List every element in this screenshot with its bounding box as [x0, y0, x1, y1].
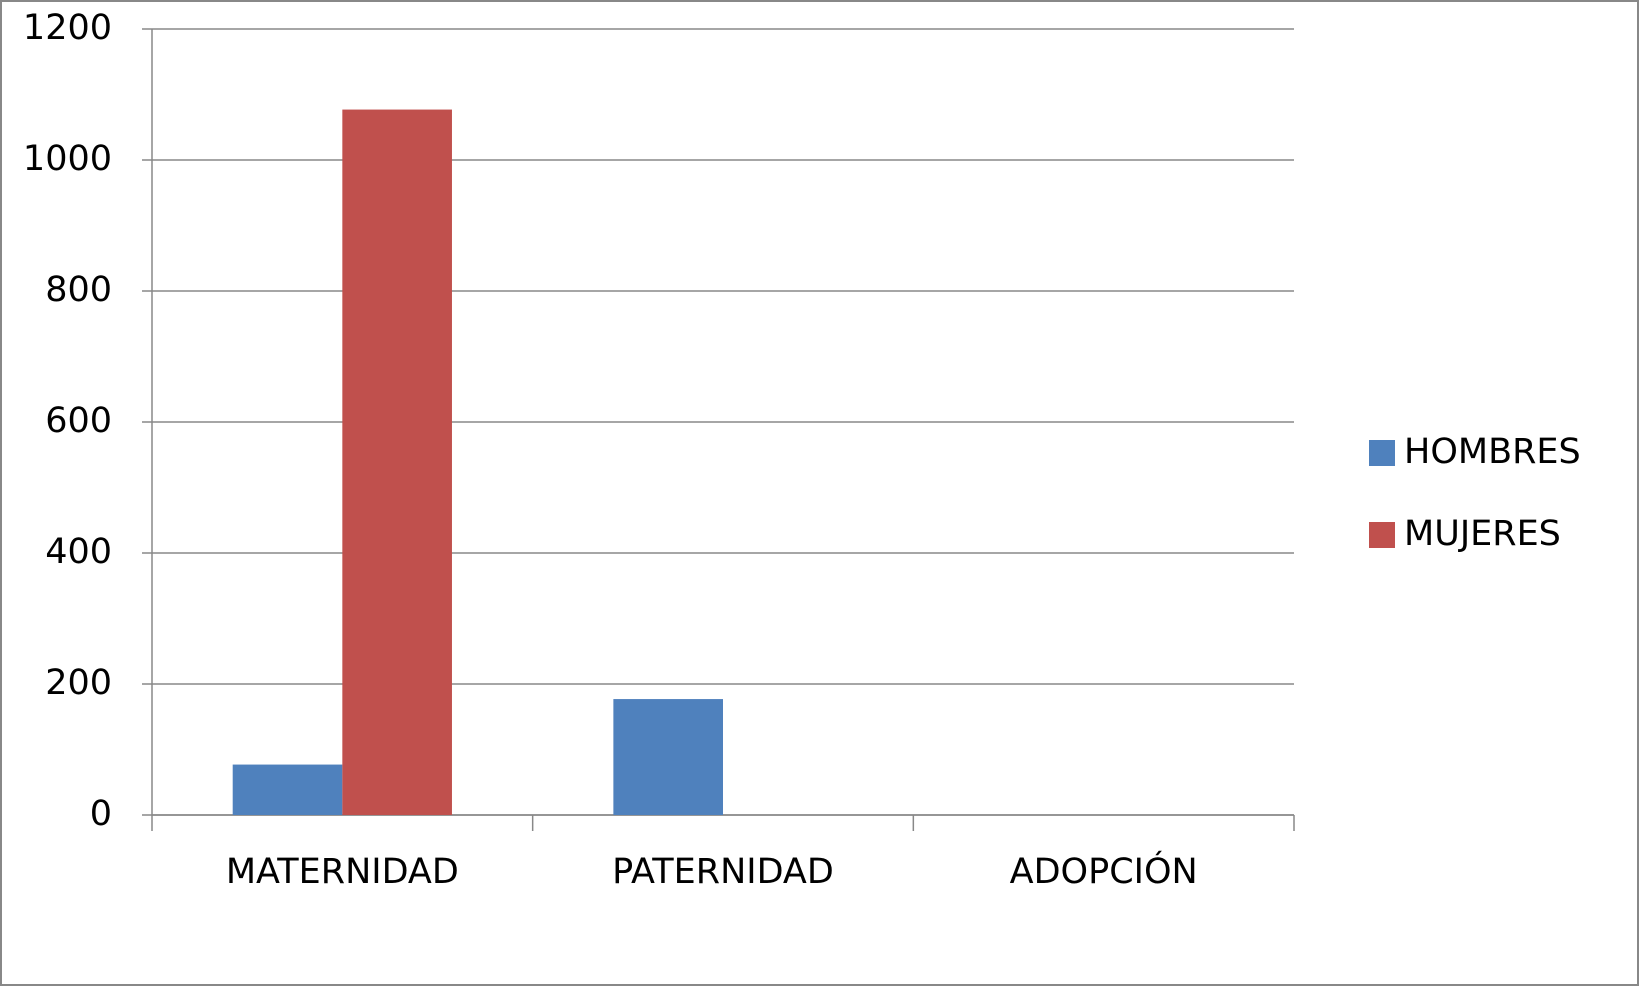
bar [613, 699, 723, 815]
legend-label: HOMBRES [1404, 432, 1581, 472]
y-tick-label: 200 [45, 663, 112, 703]
y-tick-label: 600 [45, 401, 112, 441]
bar [232, 764, 343, 815]
legend-swatch [1369, 440, 1395, 466]
y-tick-label: 0 [90, 794, 112, 834]
legend-label: MUJERES [1404, 514, 1561, 554]
x-tick-label: ADOPCIÓN [1010, 850, 1198, 892]
x-tick-label: PATERNIDAD [612, 852, 834, 892]
y-tick-label: 1200 [23, 8, 112, 48]
y-tick-label: 1000 [23, 139, 112, 179]
y-tick-label: 800 [45, 270, 112, 310]
legend-swatch [1369, 522, 1395, 548]
bar [342, 109, 452, 815]
x-tick-label: MATERNIDAD [226, 852, 459, 892]
y-tick-label: 400 [45, 532, 112, 572]
